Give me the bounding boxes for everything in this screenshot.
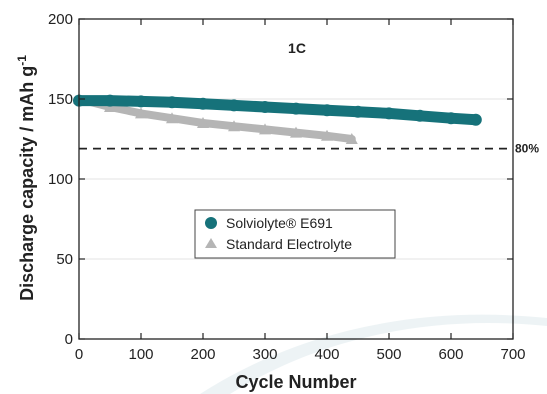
x-tick-label: 500 xyxy=(376,346,401,363)
y-axis-title-main: Discharge capacity / mAh g xyxy=(17,66,37,301)
data-point-solviolyte xyxy=(445,112,457,125)
data-point-solviolyte xyxy=(259,101,271,113)
data-point-solviolyte xyxy=(352,105,364,118)
legend-marker-standard xyxy=(205,238,217,248)
data-point-solviolyte xyxy=(321,104,333,117)
y-axis-ticks: 0 50 100 150 200 xyxy=(48,11,513,348)
legend-label-solviolyte: Solviolyte® E691 xyxy=(226,215,333,231)
x-tick-label: 0 xyxy=(75,346,83,363)
data-point-solviolyte xyxy=(197,97,209,110)
data-point-solviolyte xyxy=(414,109,426,122)
reference-line-label: 80% xyxy=(515,142,539,156)
data-point-standard xyxy=(166,112,178,124)
y-tick-label: 50 xyxy=(56,251,73,268)
data-point-solviolyte xyxy=(104,94,116,107)
y-tick-label: 0 xyxy=(65,331,73,348)
x-tick-label: 300 xyxy=(252,346,277,363)
legend: Solviolyte® E691 Standard Electrolyte xyxy=(194,209,396,259)
data-point-standard xyxy=(345,133,358,144)
x-axis-ticks: 0 100 200 300 400 500 600 700 xyxy=(75,19,526,363)
legend-label-standard: Standard Electrolyte xyxy=(226,236,352,252)
data-point-standard xyxy=(290,126,302,138)
series-line-standard xyxy=(75,95,356,143)
y-tick-label: 100 xyxy=(48,171,73,188)
data-point-solviolyte xyxy=(166,96,178,109)
data-point-solviolyte xyxy=(383,107,395,120)
y-tick-label: 150 xyxy=(48,91,73,108)
rate-annotation: 1C xyxy=(288,40,306,56)
data-point-standard xyxy=(321,129,333,141)
x-tick-label: 100 xyxy=(128,346,153,363)
data-point-solviolyte xyxy=(228,99,240,112)
data-point-standard xyxy=(259,123,271,135)
data-point-solviolyte xyxy=(290,102,302,115)
legend-marker-solviolyte xyxy=(205,217,217,229)
y-axis-title: Discharge capacity / mAh g-1 xyxy=(15,55,37,301)
x-tick-label: 200 xyxy=(190,346,215,363)
x-tick-label: 700 xyxy=(500,346,525,363)
x-tick-label: 600 xyxy=(438,346,463,363)
series-solviolyte xyxy=(73,94,482,126)
data-point-standard xyxy=(197,117,209,128)
background-swoosh xyxy=(200,314,547,394)
x-axis-title: Cycle Number xyxy=(235,372,356,392)
series-standard-electrolyte xyxy=(73,93,358,144)
data-point-solviolyte xyxy=(135,95,147,108)
data-point-standard xyxy=(228,120,240,132)
x-tick-label: 400 xyxy=(314,346,339,363)
data-point-solviolyte xyxy=(469,113,482,126)
legend-box xyxy=(194,209,396,259)
y-tick-label: 200 xyxy=(48,11,73,28)
data-point-standard xyxy=(135,107,147,119)
y-axis-title-superscript: -1 xyxy=(15,55,29,66)
